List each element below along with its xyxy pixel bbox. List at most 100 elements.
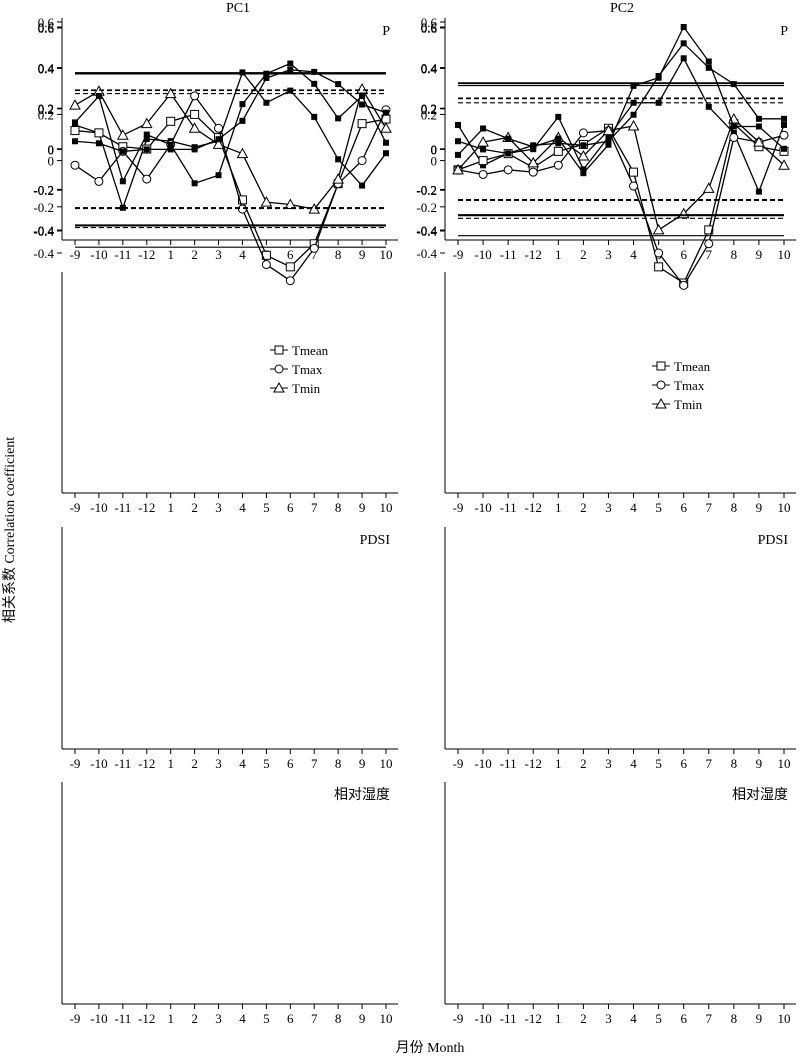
x-tick-label: 1: [167, 247, 174, 262]
chart-panel-7: -0.4-0.200.20.40.6-9 -10 -11 -12 1 2 3 4 5 6 7 8 9 10…: [416, 20, 796, 1026]
y-tick-label: 0.2: [38, 107, 54, 122]
y-tick-label: 0: [48, 154, 55, 169]
data-point: [679, 280, 689, 290]
data-point: [143, 146, 150, 153]
x-tick-label: 7: [706, 756, 713, 771]
data-point: [287, 60, 294, 67]
x-tick-label: 4: [630, 1011, 637, 1026]
data-point: [164, 87, 177, 99]
data-point: [143, 131, 150, 138]
x-tick-label: 4: [239, 1011, 246, 1026]
x-tick-label: 1: [555, 1011, 562, 1026]
series-line-main: [74, 71, 387, 210]
x-tick-label: 7: [311, 247, 318, 262]
y-tick-label: -0.4: [416, 246, 437, 261]
data-point: [553, 160, 563, 170]
x-tick-label: 5: [263, 500, 270, 515]
legend-label: Tmax: [292, 362, 323, 377]
data-point: [188, 122, 201, 133]
x-tick-label: 4: [630, 247, 637, 262]
y-tick-label: 0.6: [421, 21, 438, 36]
data-point: [335, 115, 342, 122]
x-tick-label: 4: [239, 500, 246, 515]
column-title-pc1: PC1: [226, 1, 250, 16]
data-point: [652, 223, 665, 235]
series-line-main: [457, 42, 784, 155]
x-tick-label: 8: [731, 756, 738, 771]
data-point: [680, 24, 687, 30]
data-point: [383, 150, 389, 157]
y-tick-label: 0.4: [421, 61, 438, 76]
chart-panel-6: -0.4-0.200.20.40.6-9 -10 -11 -12 1 2 3 4 5 6 7 8 9 10…: [33, 20, 398, 1026]
panel-label: 相对湿度: [732, 787, 788, 803]
data-point: [530, 143, 537, 150]
x-tick-label: -11: [114, 500, 131, 515]
data-point: [655, 74, 662, 81]
data-point: [119, 178, 126, 185]
data-point: [215, 136, 222, 143]
data-point: [627, 119, 640, 131]
data-point: [654, 262, 664, 272]
data-point: [285, 276, 295, 286]
data-point: [477, 136, 489, 147]
series-line-main: [74, 69, 387, 153]
y-tick-label: -0.4: [416, 223, 437, 238]
x-tick-label: -11: [114, 247, 131, 262]
x-tick-label: -11: [500, 1011, 517, 1026]
data-point: [455, 138, 461, 145]
data-point: [94, 128, 104, 138]
data-point: [778, 159, 790, 170]
y-tick-label: 0.6: [421, 20, 438, 35]
data-point: [287, 87, 294, 94]
x-tick-label: 2: [580, 500, 587, 515]
y-tick-label: -0.2: [33, 200, 54, 215]
data-point: [212, 138, 225, 149]
data-point: [69, 99, 81, 110]
x-tick-label: 5: [263, 756, 270, 771]
data-point: [357, 119, 367, 129]
x-tick-label: -12: [525, 1011, 542, 1026]
data-point: [167, 141, 174, 148]
x-tick-label: -10: [90, 247, 107, 262]
data-point: [555, 113, 562, 120]
y-tick-label: 0.2: [38, 102, 54, 117]
data-point: [94, 176, 104, 186]
data-point: [335, 156, 342, 163]
y-tick-label: 0.4: [421, 61, 438, 76]
x-tick-label: -10: [90, 1011, 107, 1026]
data-point: [356, 82, 368, 94]
y-tick-label: 0: [48, 142, 55, 157]
x-tick-label: -9: [453, 756, 464, 771]
x-tick-label: -9: [70, 1011, 81, 1026]
data-point: [555, 140, 562, 147]
data-point: [263, 75, 270, 81]
x-tick-label: 10: [380, 756, 393, 771]
x-tick-label: -11: [500, 756, 517, 771]
y-tick-label: -0.2: [416, 183, 437, 198]
data-point: [263, 70, 270, 77]
data-point: [140, 117, 153, 129]
data-point: [781, 121, 787, 128]
data-point: [755, 115, 762, 122]
x-axis-label: 月份 Month: [396, 1040, 465, 1056]
data-point: [505, 150, 512, 157]
data-point: [70, 160, 80, 170]
x-tick-label: 3: [215, 247, 222, 262]
data-point: [704, 225, 714, 235]
data-point: [480, 162, 487, 169]
data-point: [119, 204, 126, 211]
y-tick-label: 0.2: [38, 102, 54, 117]
y-tick-label: 0: [48, 142, 55, 157]
data-point: [383, 109, 389, 116]
data-point: [580, 142, 587, 149]
y-tick-label: 0.2: [38, 101, 54, 116]
series-line-main: [457, 25, 785, 175]
y-tick-label: 0.4: [38, 61, 55, 76]
x-tick-label: 2: [191, 1011, 198, 1026]
data-point: [505, 135, 512, 142]
data-point: [680, 55, 687, 62]
chart-panel-4: -0.4-0.200.20.40.6-9 -10 -11 -12 1 2 3 4 5 6 7 8 9 10…: [33, 20, 398, 771]
data-point: [380, 122, 392, 133]
data-point: [779, 130, 789, 140]
x-tick-label: 2: [191, 756, 198, 771]
